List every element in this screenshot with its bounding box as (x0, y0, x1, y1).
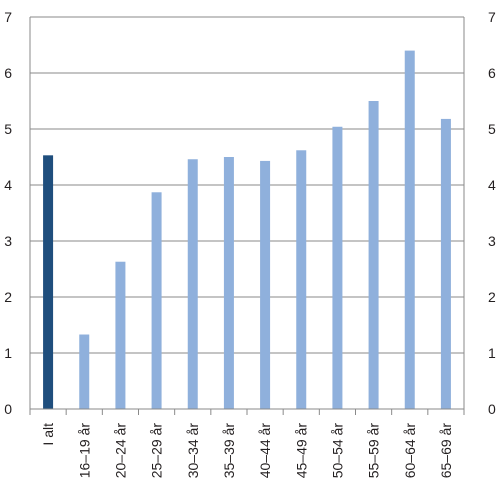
y-tick-label-left: 3 (4, 233, 12, 249)
bar-total (43, 155, 54, 409)
labels: 0 0 1 1 2 2 3 3 4 4 5 5 6 6 7 7 I alt 16–19 år 20–24 år 25–… (4, 9, 496, 478)
bar (115, 261, 126, 409)
y-tick-label-left: 0 (4, 401, 12, 417)
x-category-label: 55–59 år (366, 423, 382, 479)
x-category-label: 65–69 år (438, 423, 454, 479)
x-category-label: 40–44 år (257, 423, 273, 479)
axes (29, 17, 465, 415)
bar (332, 126, 343, 409)
x-category-label: 20–24 år (112, 423, 128, 479)
bars (43, 50, 451, 410)
y-tick-label-right: 1 (488, 345, 496, 361)
bar (151, 192, 162, 409)
y-tick-label-right: 2 (488, 289, 496, 305)
x-category-label: I alt (40, 423, 56, 446)
x-category-label: 45–49 år (293, 423, 309, 479)
bar (404, 50, 415, 409)
y-tick-label-left: 6 (4, 65, 12, 81)
y-tick-label-right: 4 (488, 177, 496, 193)
y-tick-label-left: 5 (4, 121, 12, 137)
y-tick-label-right: 0 (488, 401, 496, 417)
bar (187, 159, 198, 409)
x-category-label: 30–34 år (185, 423, 201, 479)
bar (260, 160, 271, 409)
bar (368, 101, 379, 409)
y-tick-label-right: 7 (488, 9, 496, 25)
x-category-label: 60–64 år (402, 423, 418, 479)
x-category-label: 16–19 år (76, 423, 92, 479)
x-category-label: 25–29 år (149, 423, 165, 479)
y-tick-label-left: 7 (4, 9, 12, 25)
bar (79, 334, 90, 409)
y-tick-label-left: 1 (4, 345, 12, 361)
y-tick-label-right: 5 (488, 121, 496, 137)
y-tick-label-left: 4 (4, 177, 12, 193)
x-category-label: 50–54 år (329, 423, 345, 479)
y-tick-label-right: 3 (488, 233, 496, 249)
y-tick-label-right: 6 (488, 65, 496, 81)
gridlines (30, 16, 464, 354)
bar (296, 150, 307, 409)
bar (440, 118, 451, 410)
x-category-label: 35–39 år (221, 423, 237, 479)
bar (223, 157, 234, 409)
y-tick-label-left: 2 (4, 289, 12, 305)
